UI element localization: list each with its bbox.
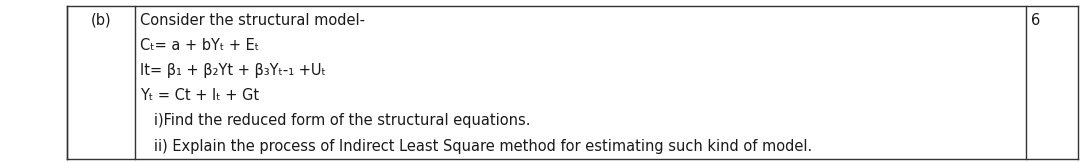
Text: Yₜ = Ct + Iₜ + Gt: Yₜ = Ct + Iₜ + Gt [140, 88, 259, 103]
Text: 6: 6 [1031, 13, 1041, 28]
Text: Cₜ= a + bYₜ + Eₜ: Cₜ= a + bYₜ + Eₜ [140, 38, 259, 53]
Text: i)Find the reduced form of the structural equations.: i)Find the reduced form of the structura… [140, 113, 531, 128]
Text: ii) Explain the process of Indirect Least Square method for estimating such kind: ii) Explain the process of Indirect Leas… [140, 139, 812, 154]
Text: Consider the structural model-: Consider the structural model- [140, 13, 365, 28]
Text: It= β₁ + β₂Yt + β₃Yₜ-₁ +Uₜ: It= β₁ + β₂Yt + β₃Yₜ-₁ +Uₜ [140, 63, 326, 78]
Text: (b): (b) [91, 13, 111, 28]
